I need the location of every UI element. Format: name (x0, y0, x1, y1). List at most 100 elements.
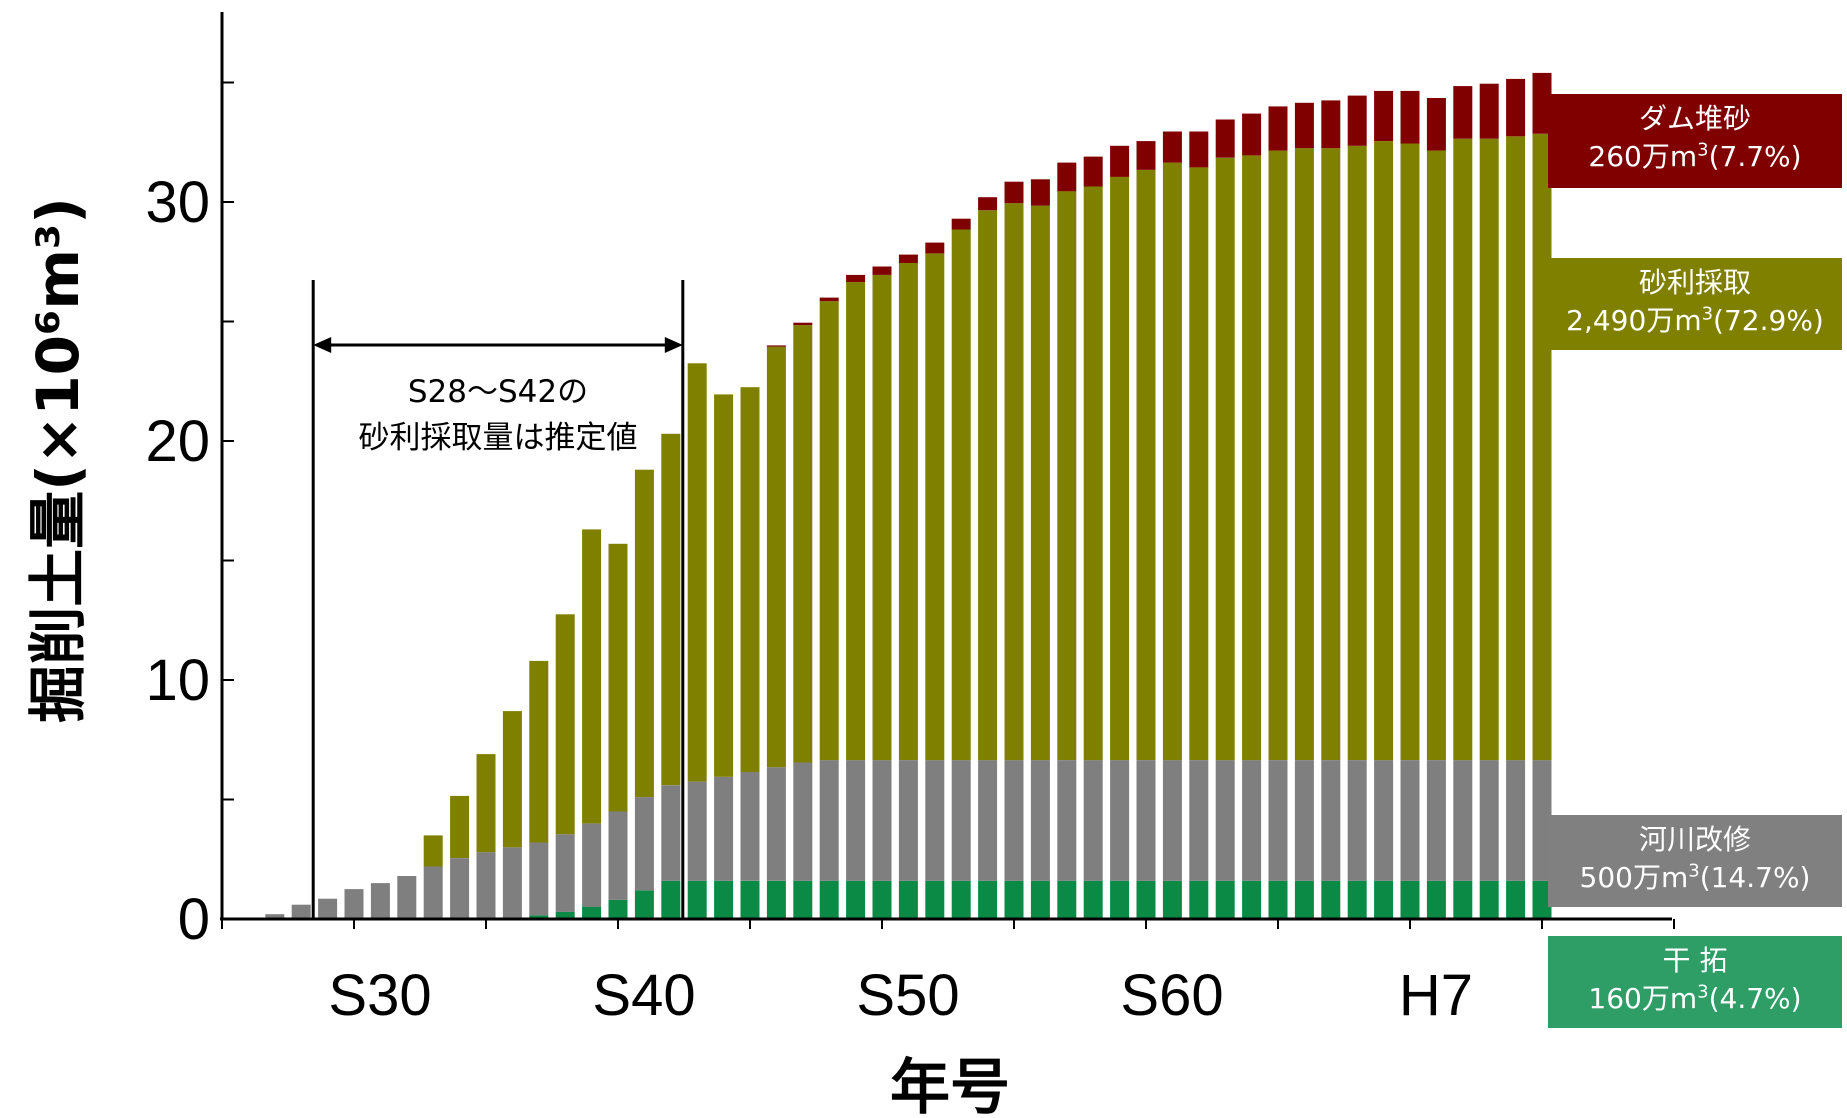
bar-segment-2 (978, 210, 998, 761)
bar-segment-2 (925, 253, 945, 761)
x-tick-label: S50 (856, 963, 959, 1028)
bar-segment-1 (1321, 760, 1341, 881)
bar-segment-0 (1083, 880, 1103, 919)
bar-segment-2 (1162, 162, 1182, 761)
bar-segment-0 (1347, 880, 1367, 919)
bar-segment-3 (898, 254, 918, 263)
bar-segment-2 (1347, 145, 1367, 761)
legend-item: 砂利採取 2,490万m3(72.9%) (1548, 258, 1842, 350)
bar-segment-1 (819, 760, 839, 881)
legend-amount-prefix: 260万m (1588, 140, 1698, 173)
bar-segment-3 (1110, 145, 1130, 177)
legend-amount-prefix: 500万m (1579, 861, 1689, 894)
bar-segment-3 (1057, 162, 1077, 192)
bar-segment-0 (846, 880, 866, 919)
bar-segment-0 (1030, 880, 1050, 919)
bar-segment-3 (1347, 95, 1367, 146)
bar-segment-0 (1242, 880, 1262, 919)
legend-item: 河川改修 500万m3(14.7%) (1548, 815, 1842, 907)
bar-segment-0 (634, 890, 654, 919)
bar-segment-1 (1189, 760, 1209, 881)
bar-segment-2 (502, 711, 522, 848)
bar-segment-2 (1189, 167, 1209, 761)
bar-segment-1 (898, 760, 918, 881)
bar-segment-1 (529, 842, 549, 916)
bar-segment-2 (1400, 143, 1420, 760)
legend-amount-suffix: (7.7%) (1708, 140, 1802, 173)
y-tick-label: 30 (145, 170, 210, 235)
bar-segment-0 (1453, 880, 1473, 919)
bar-segment-1 (714, 776, 734, 881)
bar-segment-1 (344, 889, 364, 919)
bar-segment-0 (898, 880, 918, 919)
bar-segment-2 (1004, 203, 1024, 761)
bar-segment-2 (1506, 136, 1526, 761)
legend-amount-suffix: (72.9%) (1713, 304, 1824, 337)
legend-item-name: ダム堆砂 (1638, 102, 1751, 135)
bar-segment-1 (476, 852, 496, 919)
bar-segment-0 (555, 911, 575, 919)
bar-segment-1 (1294, 760, 1314, 881)
bar-segment-0 (1215, 880, 1235, 919)
legend-amount-suffix: (14.7%) (1699, 861, 1811, 894)
bar-segment-0 (740, 880, 760, 919)
bar-segment-2 (634, 469, 654, 798)
bar-segment-2 (1030, 205, 1050, 761)
x-axis-title: 年号 (890, 1053, 1010, 1118)
bar-segment-2 (687, 363, 707, 782)
annotation-text-line: S28～S42の (408, 374, 588, 410)
bar-segment-2 (450, 795, 470, 858)
bar-segment-1 (872, 760, 892, 881)
bar-segment-0 (1532, 880, 1552, 919)
bar-segment-1 (582, 823, 602, 907)
bar-segment-1 (502, 847, 522, 919)
bar-segment-1 (1004, 760, 1024, 881)
bar-segment-0 (529, 915, 549, 919)
bar-segment-2 (1083, 186, 1103, 761)
x-tick-label: S30 (328, 963, 431, 1028)
bar-segment-1 (318, 898, 338, 919)
bar-segment-0 (608, 899, 628, 919)
bar-segment-0 (1189, 880, 1209, 919)
bar-segment-1 (1242, 760, 1262, 881)
bar-segment-2 (951, 229, 971, 761)
bar-segment-2 (476, 754, 496, 853)
bar-segment-2 (1374, 141, 1394, 761)
x-tick-label: S60 (1120, 963, 1223, 1028)
bar-segment-2 (529, 660, 549, 843)
bar-segment-2 (846, 282, 866, 761)
bar-segment-3 (872, 266, 892, 275)
bar-segment-2 (1532, 133, 1552, 761)
bar-segment-0 (1506, 880, 1526, 919)
bar-segment-3 (1136, 141, 1156, 170)
legend-amount-superscript: 3 (1688, 860, 1700, 882)
bar-segment-0 (714, 880, 734, 919)
legend-item-name: 砂利採取 (1638, 266, 1751, 299)
bar-segment-1 (951, 760, 971, 881)
y-axis-title: 掘削土量(×10⁶m³) (24, 197, 92, 723)
bar-segment-3 (1242, 113, 1262, 156)
bar-segment-1 (634, 797, 654, 891)
bar-segment-1 (1110, 760, 1130, 881)
bar-segment-3 (1268, 106, 1288, 151)
bar-segment-1 (265, 914, 285, 919)
bar-segment-2 (1294, 148, 1314, 760)
bar-segment-2 (1057, 191, 1077, 760)
bar-segment-2 (1110, 176, 1130, 761)
bar-segment-1 (925, 760, 945, 881)
legend-amount-prefix: 2,490万m (1566, 304, 1702, 337)
bar-segment-1 (291, 904, 311, 919)
bar-segment-1 (978, 760, 998, 881)
bar-segment-1 (1374, 760, 1394, 881)
bar-segment-1 (1162, 760, 1182, 881)
axes (220, 12, 1675, 929)
bar-segment-0 (582, 907, 602, 919)
bar-segment-1 (1136, 760, 1156, 881)
legend-item-amount: 2,490万m3(72.9%) (1548, 302, 1842, 340)
bar-segment-1 (846, 760, 866, 881)
bar-segment-3 (1506, 78, 1526, 137)
bar-segment-2 (1268, 150, 1288, 761)
bar-segment-3 (1030, 179, 1050, 206)
